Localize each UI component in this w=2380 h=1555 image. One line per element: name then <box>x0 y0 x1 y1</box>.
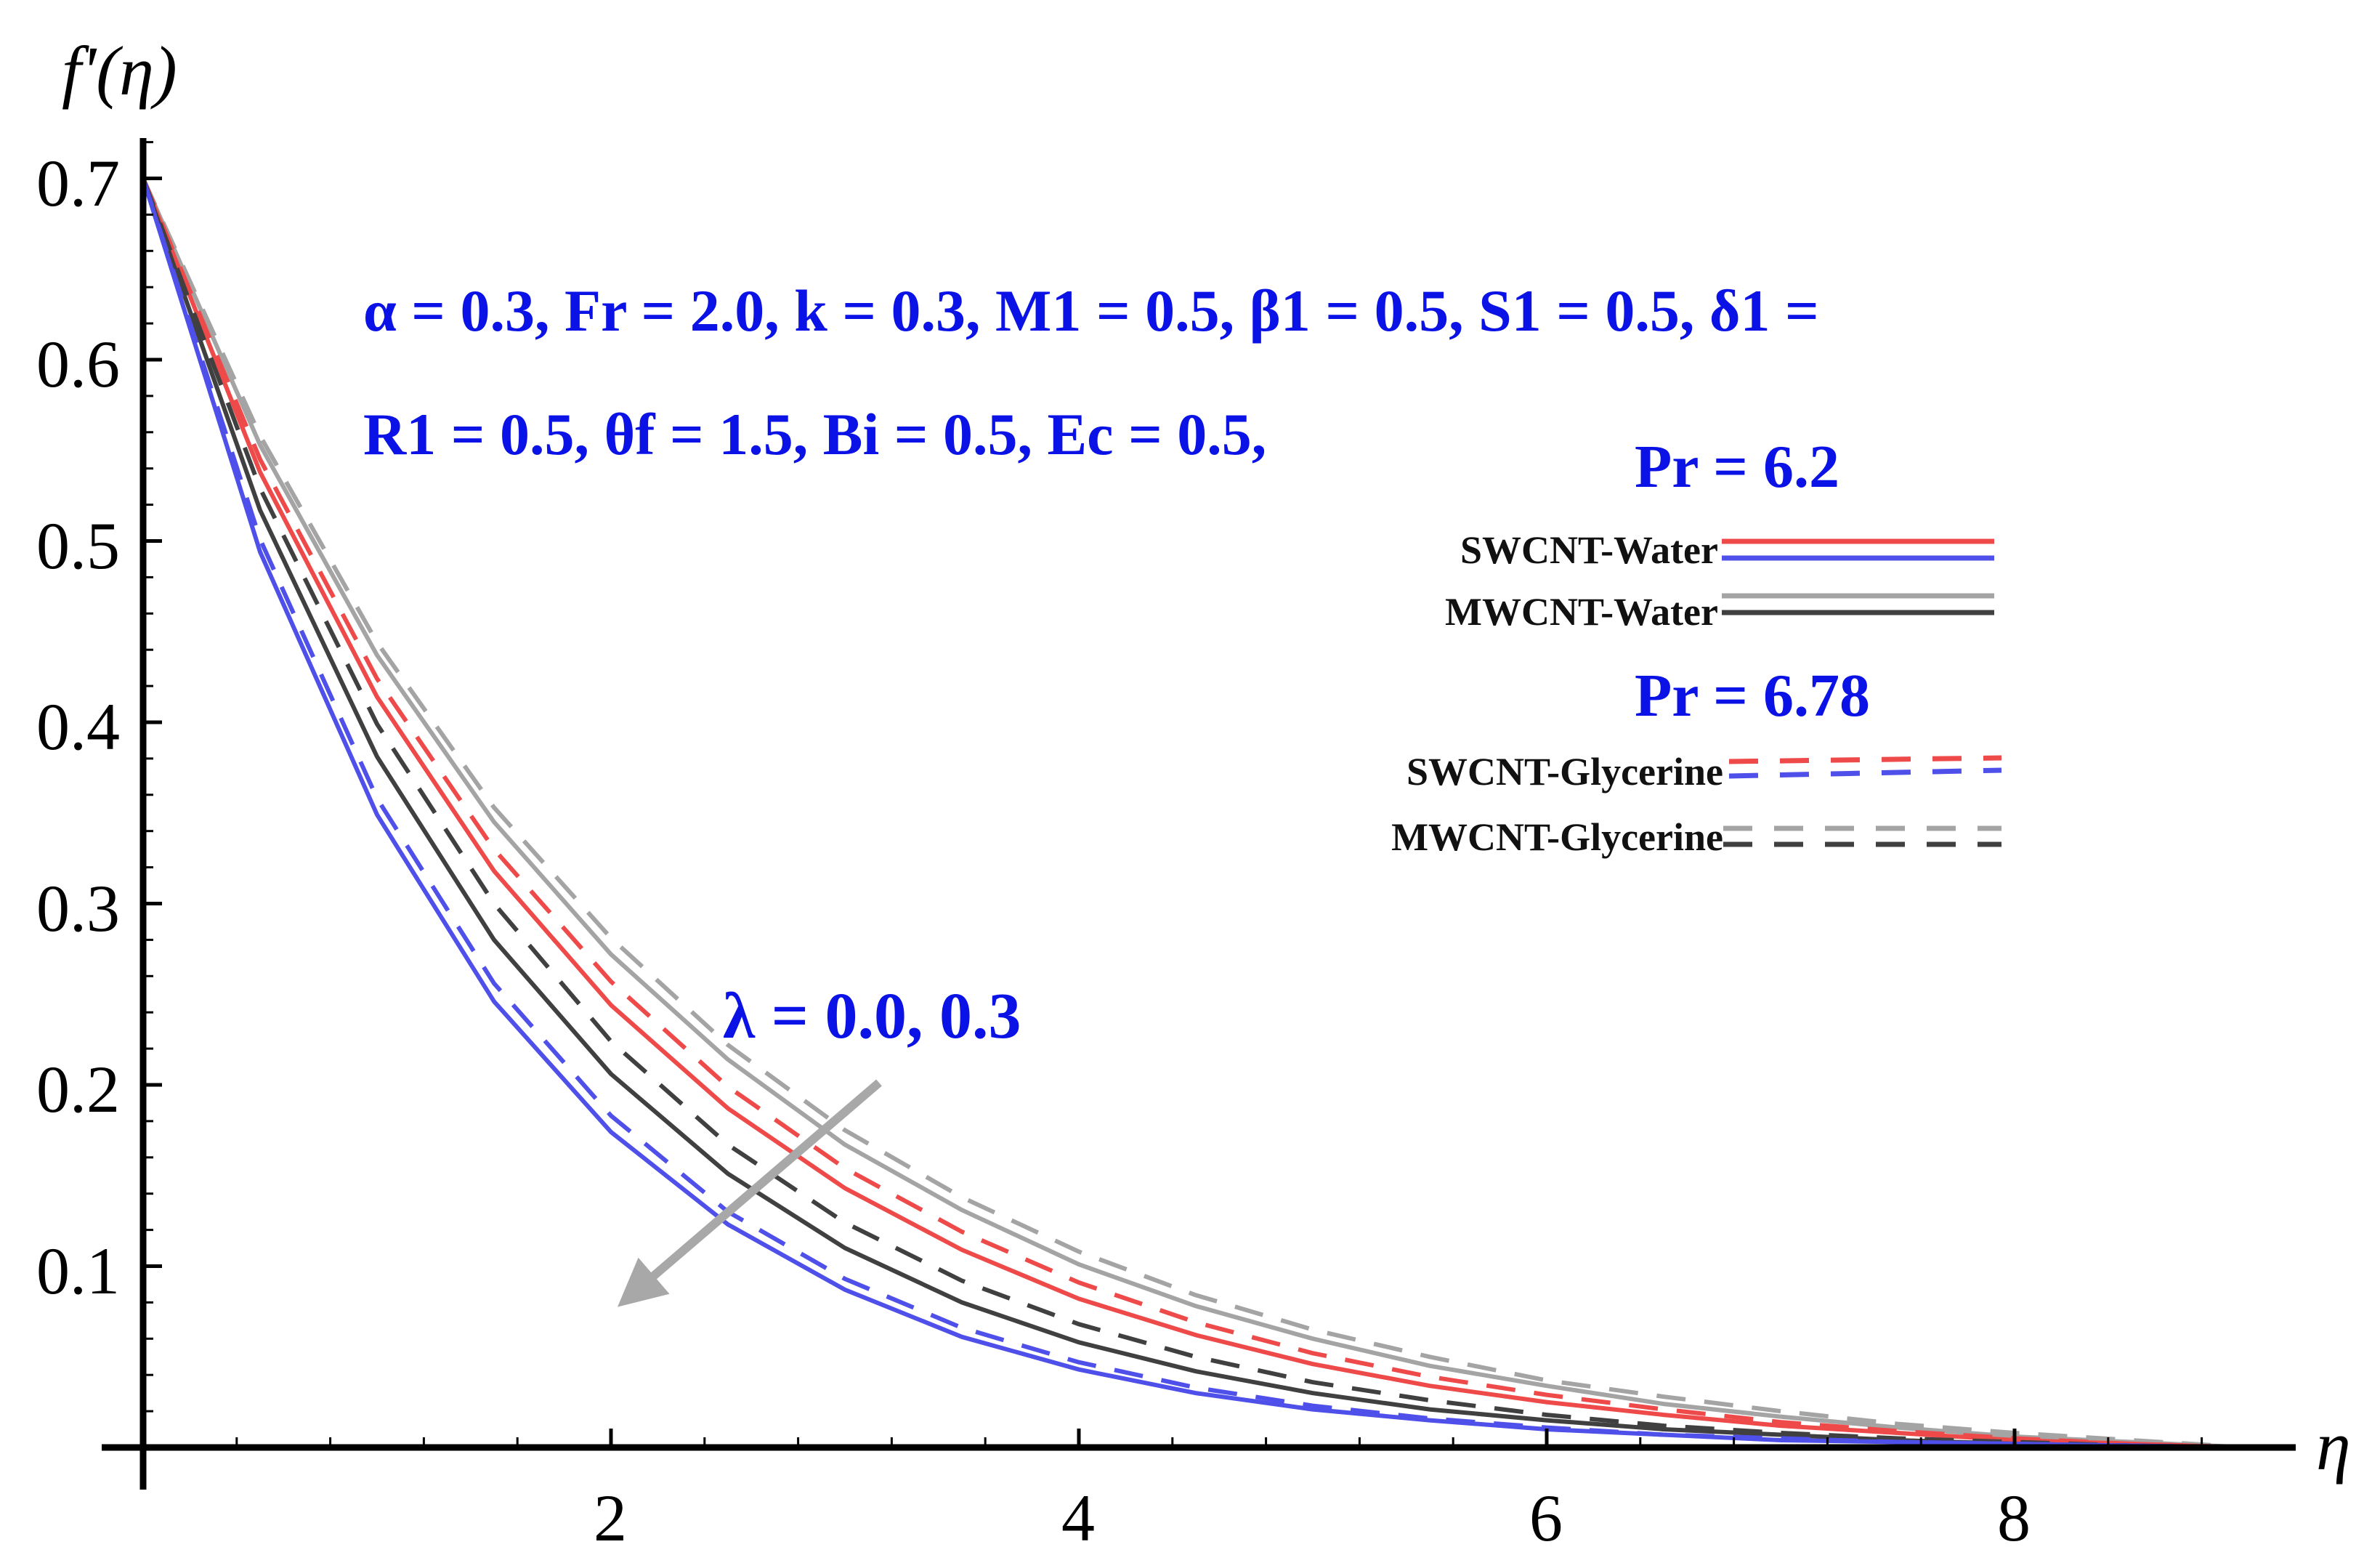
y-tick-label: 0.1 <box>36 1234 120 1308</box>
legend-swatch-swcnt-glycerine-blue <box>1728 767 2002 779</box>
series-line-6 <box>141 177 2249 1450</box>
x-tick-label: 2 <box>594 1481 627 1555</box>
lambda-arrow <box>617 1079 882 1307</box>
tick-layer <box>143 141 2203 1447</box>
y-axis-label: f'(η) <box>62 32 177 110</box>
legend-heading-pr-6-2: Pr = 6.2 <box>1635 433 1839 501</box>
legend-label-mwcnt-water: MWCNT-Water <box>1445 590 1718 634</box>
x-axis-label: η <box>2316 1407 2351 1485</box>
series-line-3 <box>141 177 2249 1450</box>
legend-label-swcnt-water: SWCNT-Water <box>1460 528 1718 572</box>
y-tick-label: 0.7 <box>36 146 120 220</box>
y-tick-label: 0.4 <box>36 690 120 764</box>
x-tick-label: 6 <box>1529 1481 1563 1555</box>
series-layer <box>141 177 2249 1450</box>
legend-label-mwcnt-glycerine: MWCNT-Glycerine <box>1391 815 1723 859</box>
series-line-1 <box>141 177 2249 1450</box>
y-tick-label: 0.6 <box>36 327 120 401</box>
legend-swatch-swcnt-glycerine-red <box>1728 755 2002 764</box>
series-line-7 <box>141 177 2249 1450</box>
parameter-line-2: R1 = 0.5, θf = 1.5, Bi = 0.5, Ec = 0.5, <box>363 401 1266 467</box>
series-line-0 <box>141 177 2249 1450</box>
series-line-5 <box>141 177 2249 1450</box>
x-tick-label: 4 <box>1061 1481 1095 1555</box>
y-tick-label: 0.3 <box>36 871 120 945</box>
series-line-2 <box>141 177 2249 1450</box>
y-tick-label: 0.2 <box>36 1052 120 1126</box>
lambda-annotation: λ = 0.0, 0.3 <box>723 980 1021 1052</box>
legend-label-swcnt-glycerine: SWCNT-Glycerine <box>1406 750 1723 793</box>
series-line-4 <box>141 177 2249 1450</box>
x-tick-label: 8 <box>1997 1481 2031 1555</box>
parameter-line-1: α = 0.3, Fr = 2.0, k = 0.3, M1 = 0.5, β1… <box>363 278 1819 344</box>
legend-heading-pr-6-78: Pr = 6.78 <box>1635 662 1870 730</box>
y-tick-label: 0.5 <box>36 509 120 583</box>
